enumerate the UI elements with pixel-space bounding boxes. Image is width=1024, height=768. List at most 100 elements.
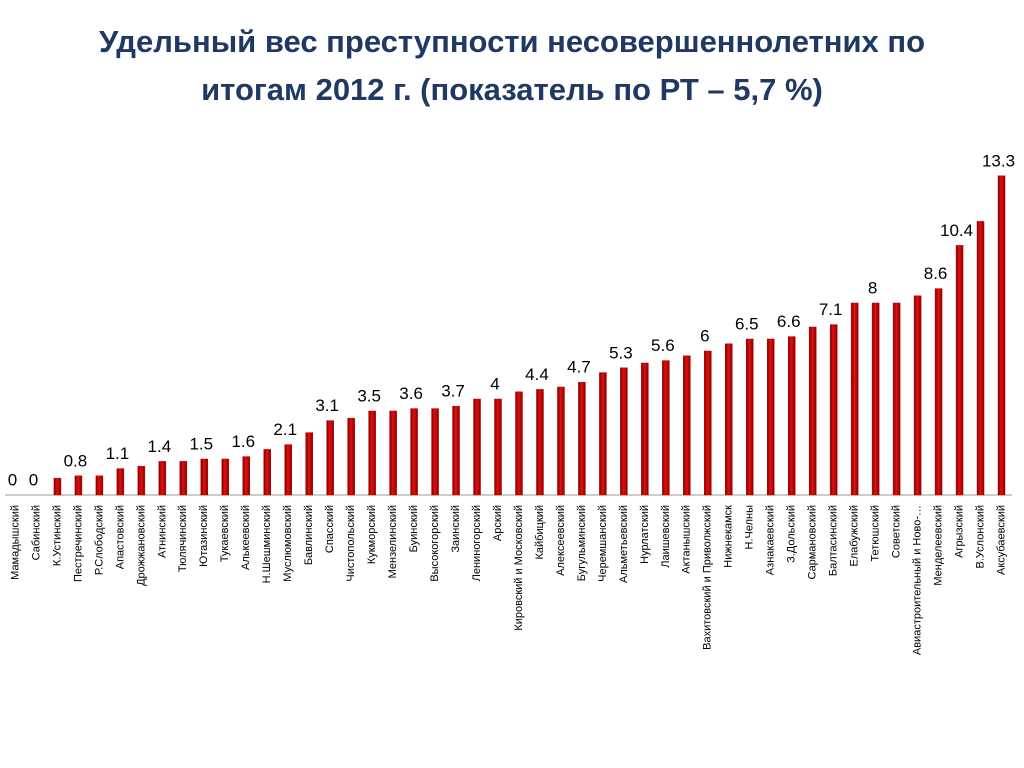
x-tick-label: Н.Шешминский xyxy=(261,505,273,583)
x-tick-label: Буинский xyxy=(408,505,420,552)
bar xyxy=(137,465,146,496)
bar xyxy=(494,398,502,496)
bar xyxy=(284,444,292,496)
x-tick-label: Аксубаевский xyxy=(995,505,1007,575)
x-tick-label: Кировский и Московский xyxy=(513,505,525,631)
data-label: 7.1 xyxy=(819,300,843,319)
bar xyxy=(116,468,125,496)
bar xyxy=(808,326,817,496)
data-label: 6.5 xyxy=(735,314,759,333)
data-label: 6 xyxy=(700,326,709,345)
x-tick-label: Чистопольский xyxy=(345,505,357,582)
bar xyxy=(955,245,964,496)
bar xyxy=(242,456,251,496)
data-label: 0 xyxy=(29,470,38,489)
data-label: 4 xyxy=(490,374,499,393)
x-tick-label: Азнакаевский xyxy=(765,505,777,575)
data-label: 1.1 xyxy=(106,444,130,463)
bar xyxy=(662,360,670,496)
x-tick-label: Апастовский xyxy=(114,505,126,569)
x-tick-label: Дрожжановский xyxy=(135,505,147,586)
data-label: 1.4 xyxy=(148,437,172,456)
bar xyxy=(347,417,355,496)
x-tick-label: Алькеевский xyxy=(240,505,252,570)
bar xyxy=(787,336,796,496)
bar xyxy=(725,343,733,496)
x-tick-label: К.Устинский xyxy=(51,505,63,566)
bar xyxy=(641,362,649,496)
x-tick-label: З.Дольский xyxy=(786,505,798,563)
x-tick-label: Мамадышский xyxy=(9,505,21,580)
data-label: 10.4 xyxy=(940,221,973,240)
bar xyxy=(515,391,523,496)
x-tick-label: Черемшанский xyxy=(597,505,609,582)
x-tick-label: Тукаевский xyxy=(219,505,231,562)
bar xyxy=(704,350,712,496)
x-tick-label: Сабинский xyxy=(30,505,42,560)
x-tick-label: Спасский xyxy=(324,505,336,553)
data-label: 8.6 xyxy=(924,264,948,283)
data-label: 6.6 xyxy=(777,312,801,331)
data-label: 3.7 xyxy=(441,382,465,401)
x-tick-label: Балтасинский xyxy=(828,505,840,576)
x-tick-label: В.Услонский xyxy=(974,505,986,568)
data-label: 5.6 xyxy=(651,336,675,355)
bar xyxy=(829,324,838,496)
bar xyxy=(892,302,901,496)
bar xyxy=(221,458,230,496)
x-tick-label: Авиастроительный и Ново-… xyxy=(912,505,924,655)
bar xyxy=(368,410,376,496)
bar xyxy=(473,398,481,496)
bar xyxy=(158,461,167,496)
x-tick-label: Бавлинский xyxy=(303,505,315,565)
bar xyxy=(599,372,607,496)
bar xyxy=(557,386,565,496)
bar xyxy=(179,461,188,496)
title-line: итогам 2012 г. (показатель по РТ – 5,7 %… xyxy=(201,72,823,107)
data-label: 3.1 xyxy=(315,396,339,415)
bar xyxy=(578,381,586,496)
data-label: 0 xyxy=(8,470,17,489)
x-tick-label: Алексеевский xyxy=(555,505,567,576)
x-tick-label: Бугульминский xyxy=(576,505,588,581)
data-label: 8 xyxy=(868,278,877,297)
x-tick-label: Елабужский xyxy=(849,505,861,567)
data-label: 1.6 xyxy=(231,432,255,451)
x-tick-label: Заинский xyxy=(450,505,462,553)
bar xyxy=(620,367,628,496)
data-label: 4.7 xyxy=(567,358,591,377)
title-line: Удельный вес преступности несовершенноле… xyxy=(98,24,926,59)
bar xyxy=(997,175,1006,496)
bar xyxy=(74,475,83,496)
x-tick-label: Альметьевский xyxy=(618,505,630,583)
x-tick-label: Нижнекамск xyxy=(723,505,735,568)
x-tick-label: Тетюшский xyxy=(870,505,882,562)
x-tick-label: Тюлячинский xyxy=(177,505,189,572)
bar xyxy=(871,302,880,496)
bar xyxy=(326,420,334,496)
data-label: 1.5 xyxy=(189,434,213,453)
data-label: 3.6 xyxy=(399,384,423,403)
x-tick-label: Пестречинский xyxy=(72,505,84,582)
x-tick-label: Агрызский xyxy=(953,505,965,558)
data-label: 13.3 xyxy=(982,151,1015,170)
bar xyxy=(305,432,313,496)
bar xyxy=(683,355,691,496)
data-label: 3.5 xyxy=(357,386,381,405)
bar xyxy=(850,302,859,496)
bar xyxy=(766,338,775,496)
x-tick-label: Лаишевский xyxy=(660,505,672,568)
data-label: 4.4 xyxy=(525,365,549,384)
bar xyxy=(431,408,439,496)
bar xyxy=(934,288,943,496)
bar xyxy=(389,410,397,496)
bar xyxy=(452,405,460,496)
x-tick-label: Кайбицкий xyxy=(534,505,546,560)
bar xyxy=(536,389,544,496)
x-tick-label: Арский xyxy=(492,505,504,541)
x-tick-label: Лениногорский xyxy=(471,505,483,581)
x-tick-label: Актанышский xyxy=(681,505,693,574)
x-tick-label: Высокогорский xyxy=(429,505,441,582)
x-tick-label: Кукморский xyxy=(366,505,378,564)
